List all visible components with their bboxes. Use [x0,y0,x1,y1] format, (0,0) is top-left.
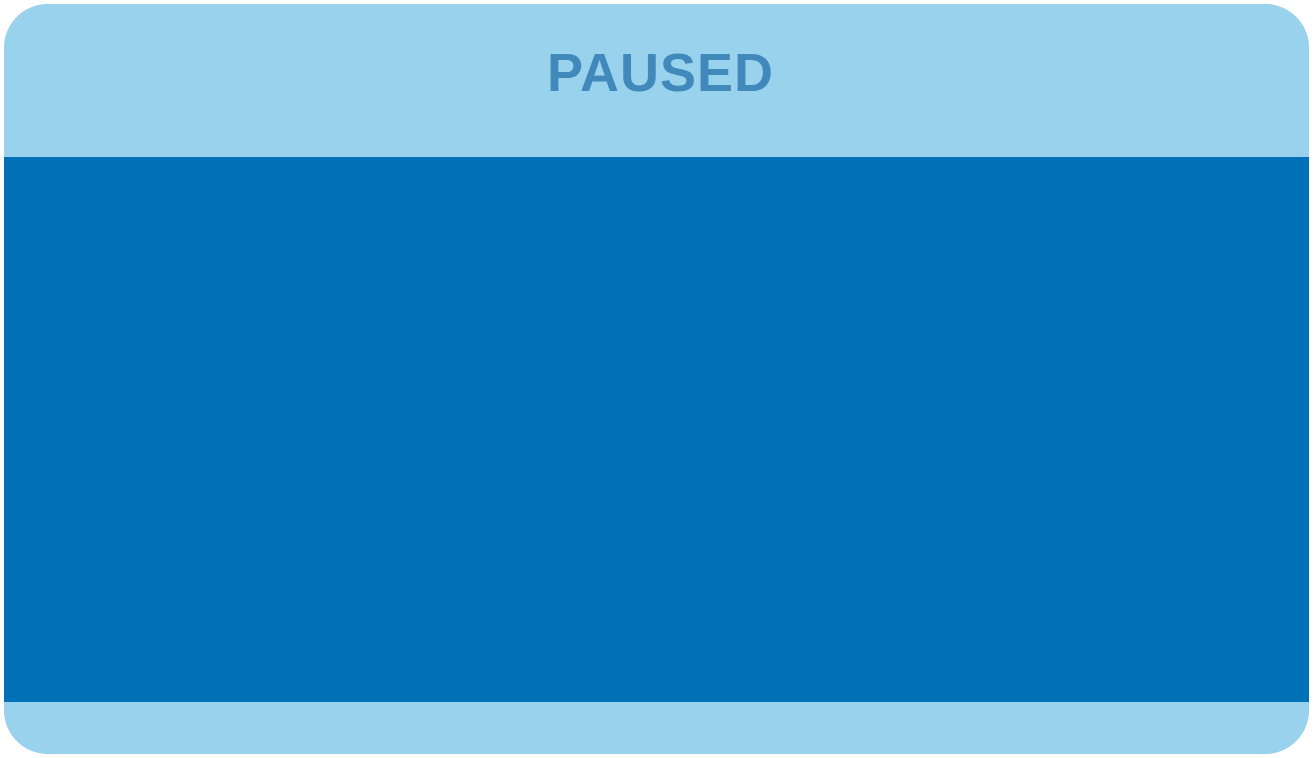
status-header: PAUSED [4,4,1309,157]
paused-card: PAUSED [4,4,1309,754]
content-area [4,157,1309,702]
status-footer [4,702,1309,754]
status-label: PAUSED [546,42,775,103]
